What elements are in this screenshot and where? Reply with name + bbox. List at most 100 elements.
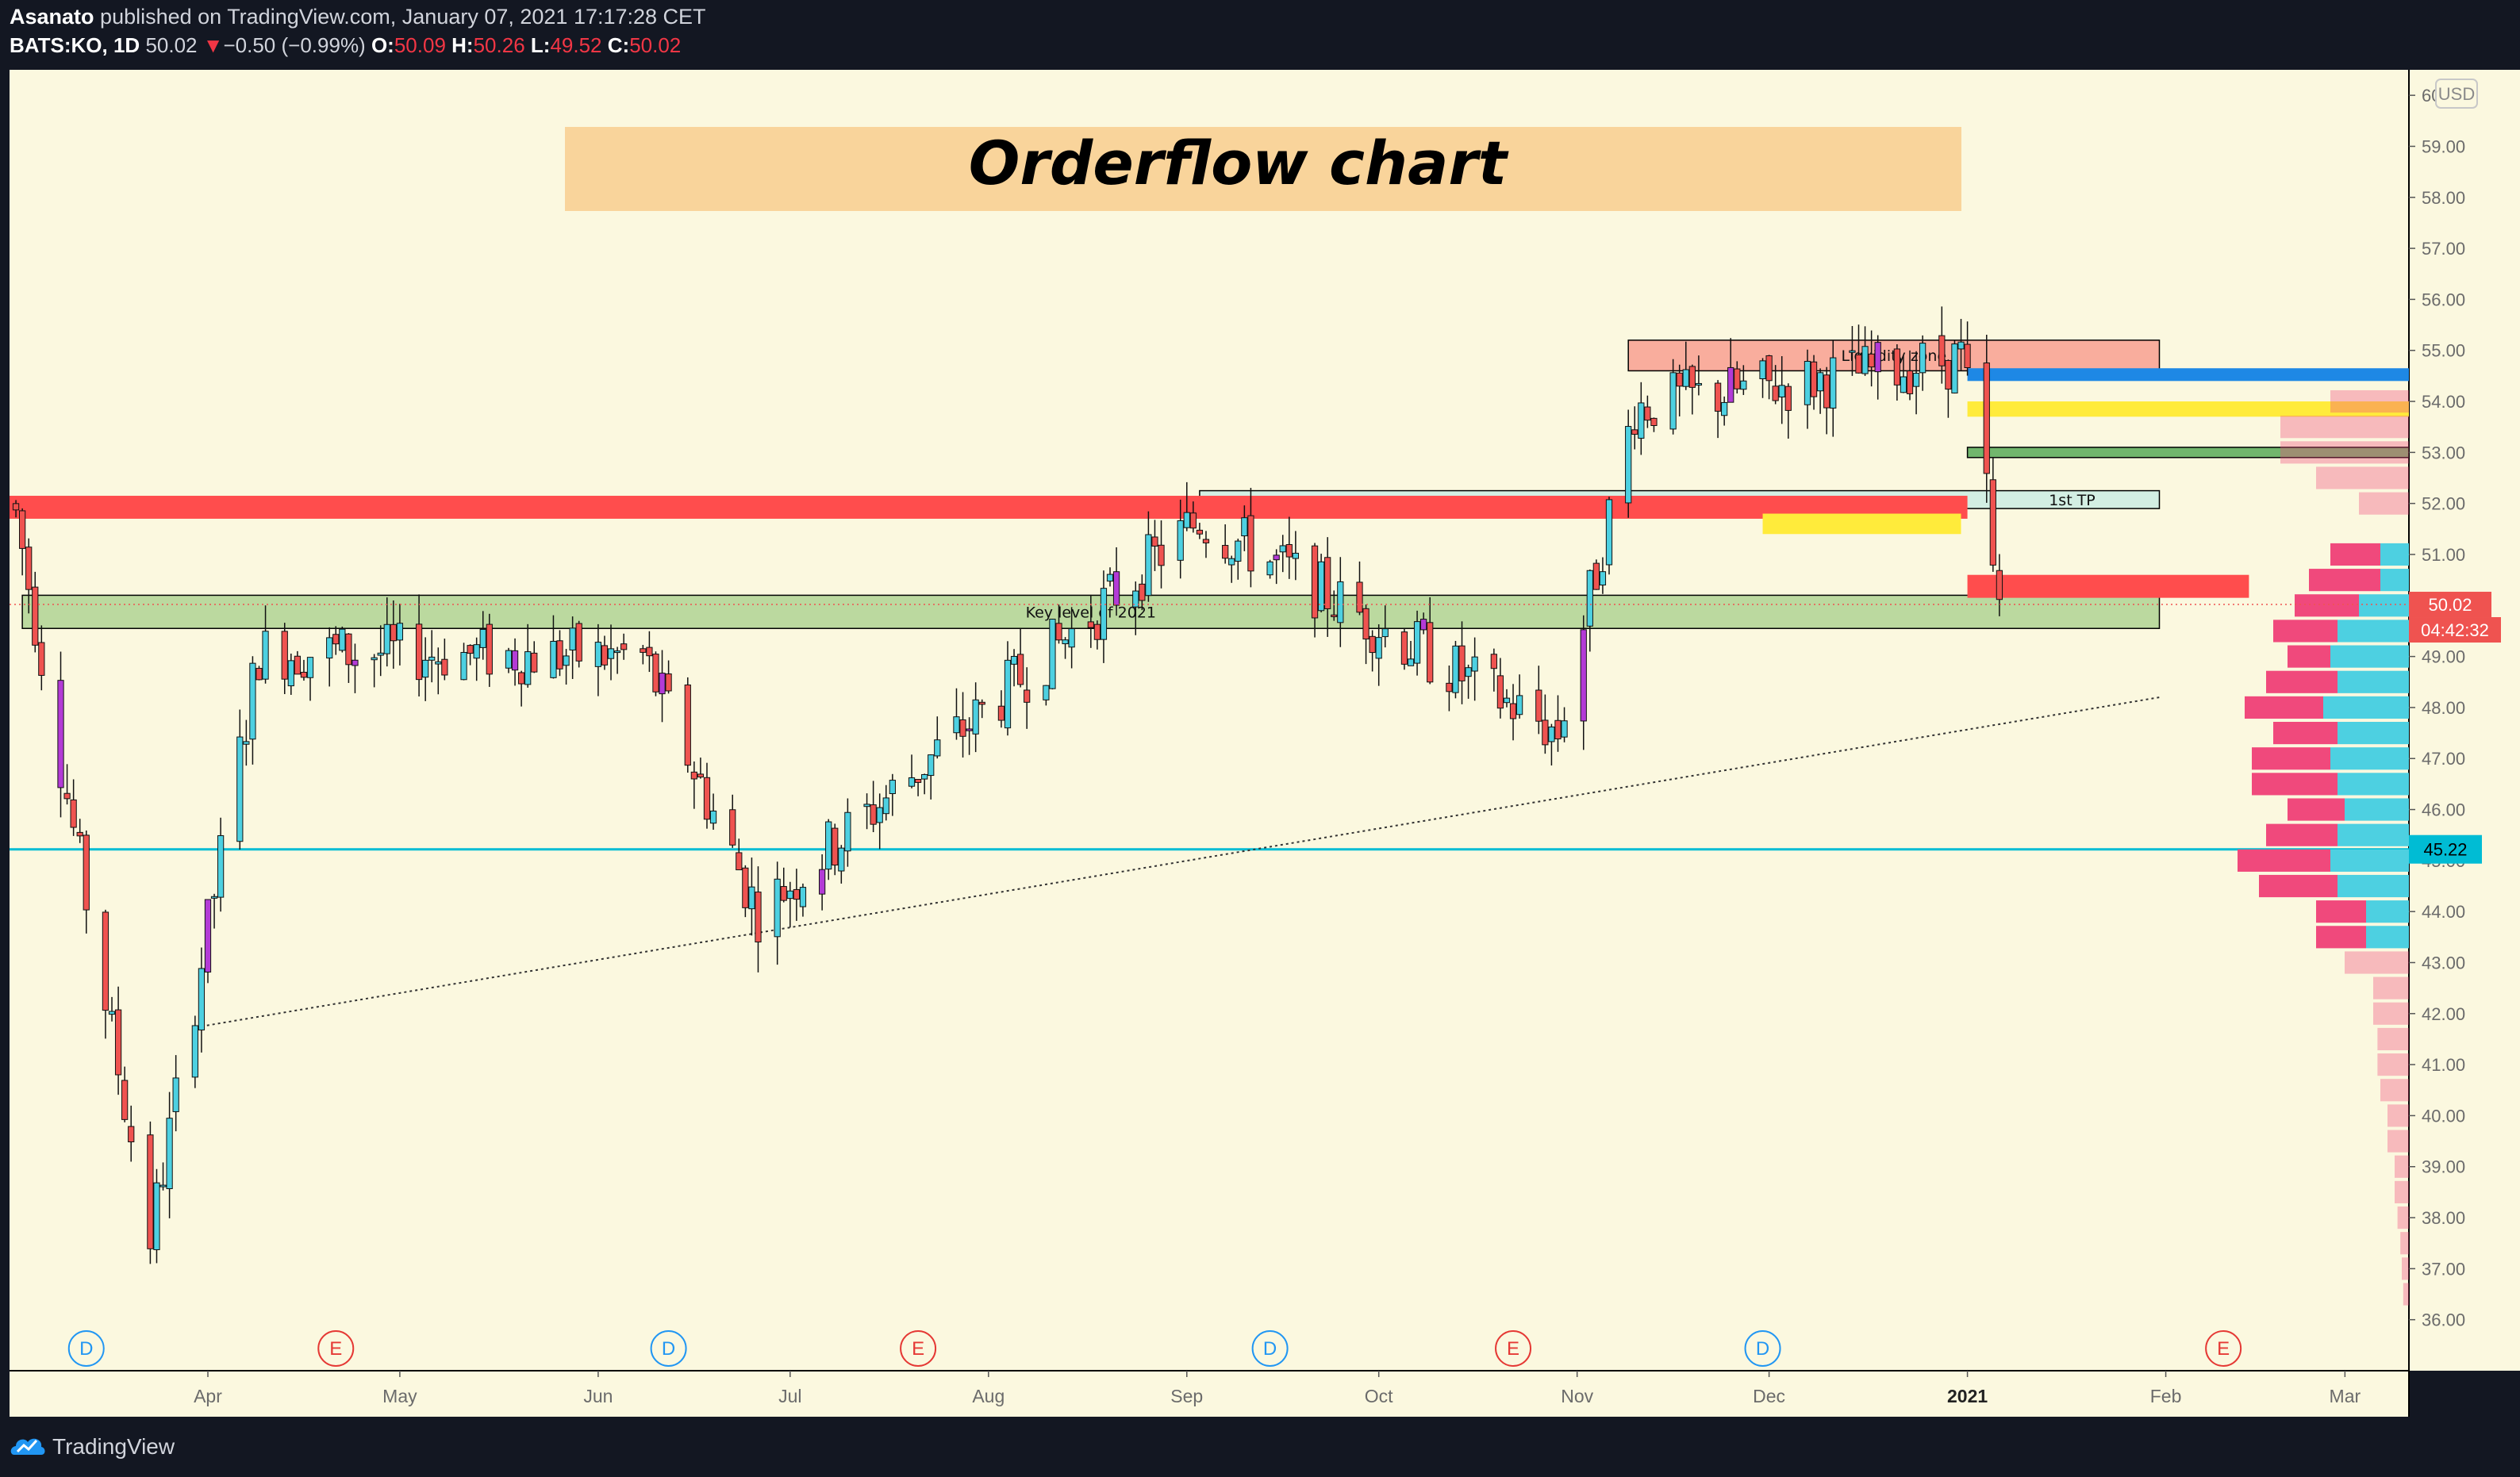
chart-pane[interactable] [10,70,2409,1371]
vp-up-bar [2338,722,2409,745]
candle-body [575,623,582,662]
candle-body [1087,621,1094,628]
price-tags: 50.02 04:42:32 45.22 [10,592,2501,864]
candle-body [1765,355,1773,382]
vp-down-bar [2377,1053,2409,1076]
candle-body [786,890,793,900]
price-tick-label: 40.00 [2422,1106,2465,1126]
candle-body [1638,402,1645,439]
candle-body [1964,343,1971,369]
symbol-label[interactable]: BATS:KO, 1D [10,33,140,57]
candle-body [1279,545,1286,553]
tradingview-brand[interactable]: TradingView [52,1434,175,1459]
time-tick-label: Mar [2330,1386,2361,1406]
candle-body [844,811,851,852]
candle-body [569,627,576,650]
vp-down-bar [2288,645,2330,668]
candle-body [1682,369,1689,387]
vp-down-bar [2400,1232,2409,1255]
candle-body [1893,348,1901,386]
dividend-marker-icon [67,1330,105,1367]
candle-body [1625,426,1632,504]
candle-body [76,831,83,837]
candle-body [1427,622,1434,683]
last-price-tag-label: 50.02 [2428,595,2472,615]
vp-up-bar [2345,798,2409,821]
vp-down-bar [2330,389,2409,413]
price-tick-label: 58.00 [2422,188,2465,208]
vp-down-bar [2345,951,2409,974]
chart-header: Asanato published on TradingView.com, Ja… [0,0,2520,68]
candle-body [1830,357,1837,409]
candle-body [32,586,39,646]
price-tick-label: 49.00 [2422,647,2465,667]
zone-8 [1967,574,2249,598]
time-tick-label: Jul [778,1386,801,1406]
publisher-name[interactable]: Asanato [10,5,94,29]
candle-body [1465,667,1472,677]
candle-body [1535,689,1542,722]
vp-down-bar [2397,1206,2409,1230]
candle-body [294,655,302,675]
candle-body [709,810,717,824]
candle-body [1900,376,1907,393]
candle-body [339,628,346,651]
candle-body [1407,658,1415,666]
candle-body [601,645,609,666]
candle-body [332,634,340,645]
candle-body [70,799,77,828]
candle-body [1362,608,1369,640]
candle-body [428,656,436,661]
candle-body [217,834,225,898]
candle-body [613,650,621,654]
price-axis[interactable] [2409,70,2520,1371]
vp-up-bar [2338,773,2409,796]
candles-layer [12,306,2003,1264]
time-axis[interactable] [10,1371,2409,1417]
price-tick-label: 46.00 [2422,800,2465,820]
candle-body [1145,534,1152,597]
candle-body [959,719,966,737]
price-tick-label: 53.00 [2422,443,2465,462]
candle-body [934,739,941,757]
candle-body [684,684,691,766]
candle-body [1951,343,1958,393]
vp-down-bar [2280,416,2409,439]
candle-body [505,650,513,669]
candle-body [1561,720,1568,738]
chart-title: Orderflow chart [969,128,1509,198]
candle-body [607,648,615,659]
candle-body [1734,368,1741,389]
candle-body [1381,628,1389,638]
candle-body [736,852,743,871]
event-marker-label: D [1263,1338,1277,1360]
candle-body [524,651,532,685]
dividend-marker-icon [1744,1330,1781,1367]
candle-body [204,899,212,973]
candle-body [1228,558,1235,566]
price-tick-label: 55.00 [2422,341,2465,361]
vp-up-bar [2338,823,2409,846]
dividend-marker-icon [650,1330,687,1367]
earnings-marker-icon [317,1330,355,1367]
price-tick-label: 38.00 [2422,1208,2465,1228]
price-tick-label: 59.00 [2422,136,2465,156]
vp-up-bar [2366,900,2409,923]
candle-body [108,1011,116,1015]
candle-body [83,834,90,911]
candle-body [415,623,423,681]
candle-body [1874,342,1881,373]
candle-body [377,652,384,656]
candle-body [1957,341,1965,350]
time-ticks: Apr May Jun Jul Aug Sep Oct Nov Dec 2021 Feb Mar [194,1371,2361,1406]
candle-body [793,888,801,900]
open-value: 50.09 [394,33,446,57]
currency-badge[interactable]: USD [2435,79,2478,109]
candle-body [1496,675,1504,709]
tradingview-cloud-icon[interactable] [10,1431,46,1460]
ohlc-legend: BATS:KO, 1D 50.02 ▼−0.50 (−0.99%) O:50.0… [10,33,681,58]
vp-down-bar [2309,569,2380,592]
candle-body [1849,350,1856,353]
vp-down-bar [2330,543,2380,566]
